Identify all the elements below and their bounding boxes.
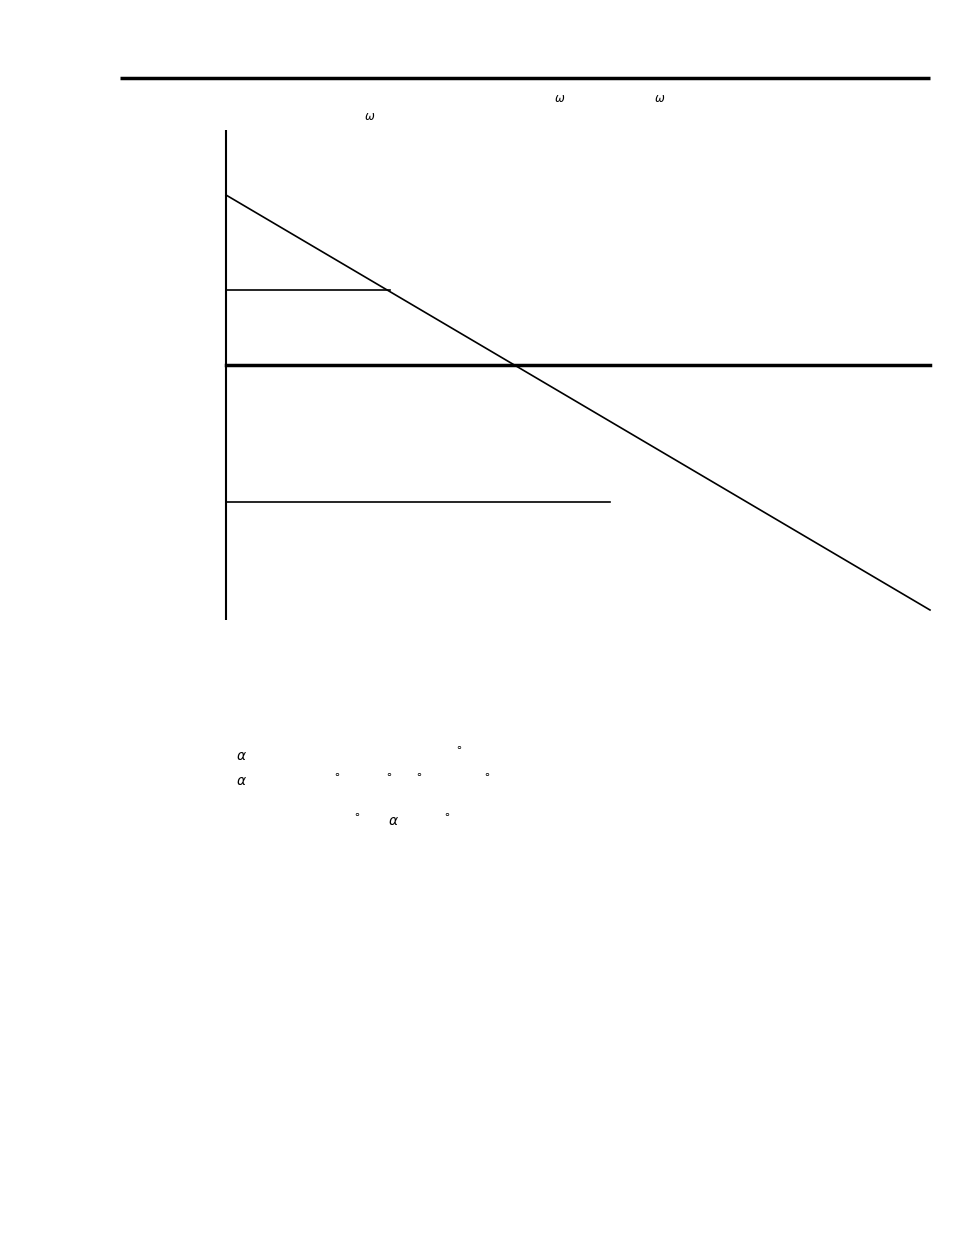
- Text: $\omega$: $\omega$: [654, 91, 665, 105]
- Text: $\circ$: $\circ$: [353, 808, 360, 818]
- Text: $\omega$: $\omega$: [364, 110, 375, 124]
- Text: $\circ$: $\circ$: [442, 808, 450, 818]
- Text: $\circ$: $\circ$: [333, 768, 340, 778]
- Text: $\circ$: $\circ$: [482, 768, 490, 778]
- Text: $\alpha$: $\alpha$: [235, 748, 247, 763]
- Text: $\omega$: $\omega$: [554, 91, 565, 105]
- Text: $\circ$: $\circ$: [455, 741, 461, 751]
- Text: $\alpha$: $\alpha$: [235, 774, 247, 788]
- Text: $\circ$: $\circ$: [415, 768, 422, 778]
- Text: $\alpha$: $\alpha$: [388, 814, 398, 827]
- Text: $\circ$: $\circ$: [385, 768, 392, 778]
